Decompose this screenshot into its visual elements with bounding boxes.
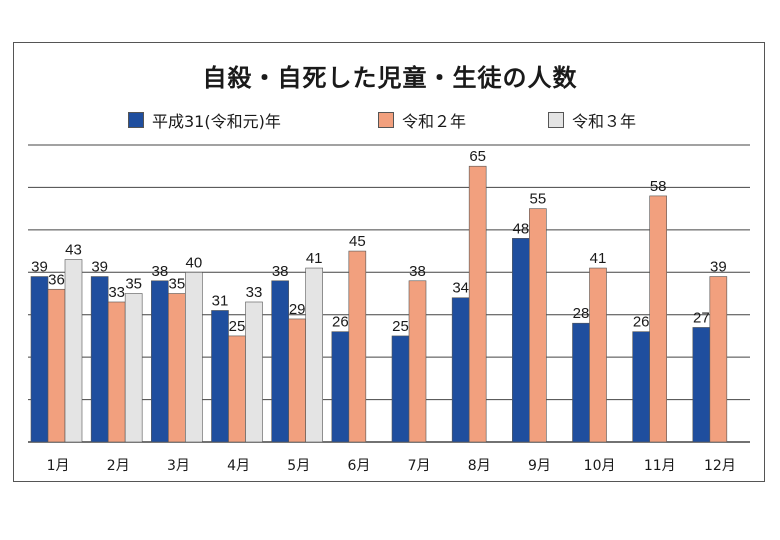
legend-swatch-2019 [128,112,144,128]
data-label: 25 [229,318,246,335]
data-label: 25 [392,318,409,335]
bar-1-9 [512,238,530,443]
bar-1-5 [271,280,289,443]
bar-2-6 [348,250,367,443]
x-tick-label: 2月 [107,458,130,474]
legend-swatch-2020 [378,112,394,128]
bar-3-4 [245,301,263,443]
legend-label-2020: 令和２年 [402,112,467,131]
data-label: 38 [151,263,168,280]
legend-swatch-2021 [548,112,564,128]
bar-1-7 [391,335,410,443]
bar-2-1 [47,288,66,443]
data-label: 27 [693,309,710,326]
data-label: 45 [349,233,366,250]
bar-2-7 [408,280,427,443]
bar-3-2 [124,293,143,443]
x-tick-label: 9月 [528,458,551,474]
bar-2-8 [468,165,487,443]
legend-item-2019: 平成31(令和元)年 [128,108,281,132]
data-label: 58 [650,178,667,195]
x-tick-label: 7月 [408,458,431,474]
data-label: 65 [469,148,486,165]
data-label: 26 [332,314,349,331]
bar-2-12 [709,276,728,443]
data-label: 48 [512,220,529,237]
bar-1-3 [151,280,169,443]
bar-1-4 [211,310,229,443]
data-label: 26 [633,314,650,331]
x-tick-label: 6月 [347,458,370,474]
data-label: 38 [409,263,426,280]
data-label: 43 [65,242,82,259]
data-label: 33 [246,284,263,301]
x-tick-label: 11月 [644,458,676,474]
bar-2-4 [228,335,246,443]
bar-1-6 [331,331,350,443]
legend-item-2020: 令和２年 [378,108,466,132]
bar-1-2 [90,276,109,443]
bar-1-10 [572,322,590,443]
data-label: 39 [710,259,727,276]
chart-title: 自殺・自死した児童・生徒の人数 [202,64,578,92]
data-label: 36 [48,271,65,288]
bar-1-8 [451,297,470,443]
legend-label-2021: 令和３年 [572,112,637,131]
bar-3-3 [185,271,203,443]
legend-item-2021: 令和３年 [548,108,636,132]
x-tick-label: 3月 [167,458,190,474]
bar-3-1 [64,259,83,443]
bar-1-12 [692,327,711,443]
data-label: 31 [212,292,229,309]
bar-1-1 [30,276,49,443]
data-label: 55 [529,191,546,208]
bar-3-5 [305,267,323,443]
data-label: 38 [272,263,289,280]
legend-label-2019: 平成31(令和元)年 [152,112,281,131]
x-tick-label: 12月 [704,458,736,474]
bar-2-2 [107,301,126,443]
bar-2-3 [168,293,186,443]
data-label: 35 [168,276,185,293]
x-tick-label: 10月 [584,458,616,474]
bar-2-9 [529,208,547,443]
bar-2-10 [589,267,607,443]
x-tick-label: 5月 [287,458,310,474]
data-label: 39 [31,259,48,276]
bar-2-11 [649,195,667,443]
x-tick-label: 4月 [227,458,250,474]
data-label: 33 [108,284,125,301]
data-label: 35 [125,276,142,293]
data-label: 34 [452,280,469,297]
bar-1-11 [632,331,650,443]
data-label: 28 [573,305,590,322]
data-label: 29 [289,301,306,318]
data-label: 39 [91,259,108,276]
x-tick-label: 1月 [47,458,70,474]
legend: 平成31(令和元)年 令和２年 令和３年 [0,108,780,132]
data-label: 40 [185,254,202,271]
data-label: 41 [590,250,607,267]
x-tick-label: 8月 [468,458,491,474]
bar-2-5 [288,318,306,443]
data-label: 41 [306,250,323,267]
